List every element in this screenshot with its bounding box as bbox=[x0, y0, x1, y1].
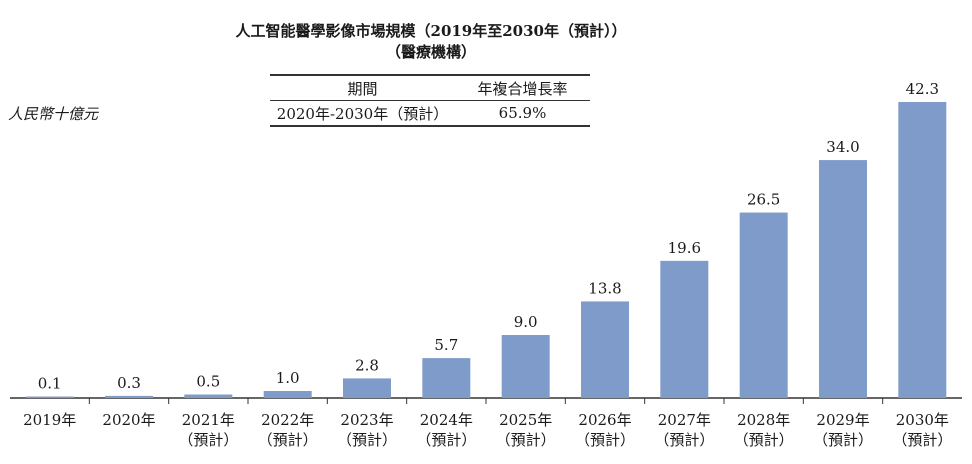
bar bbox=[263, 391, 312, 398]
bar bbox=[660, 260, 709, 398]
bar bbox=[343, 378, 391, 398]
bar-value-label: 13.8 bbox=[588, 279, 621, 297]
bar bbox=[739, 212, 788, 398]
x-tick-label: 2030年 （預計） bbox=[892, 411, 953, 449]
x-tick-label: 2024年 （預計） bbox=[416, 411, 477, 449]
bar-value-label: 34.0 bbox=[826, 138, 859, 156]
cagr-header-rate: 年複合增長率 bbox=[477, 79, 568, 98]
cagr-period-value: 2020年-2030年（預計） bbox=[276, 104, 449, 123]
x-tick-label: 2022年 （預計） bbox=[257, 411, 318, 449]
cagr-table: 期間 年複合增長率 2020年-2030年（預計） 65.9% bbox=[270, 74, 590, 127]
bar bbox=[819, 160, 867, 398]
bar-value-label: 19.6 bbox=[668, 239, 701, 257]
bar bbox=[422, 358, 471, 398]
bar-value-label: 5.7 bbox=[434, 336, 458, 354]
bar-value-label: 42.3 bbox=[906, 80, 939, 98]
bar-value-label: 2.8 bbox=[355, 356, 379, 374]
chart-title: 人工智能醫學影像市場規模（2019年至2030年（預計）） bbox=[235, 22, 627, 40]
bar-value-label: 9.0 bbox=[514, 313, 538, 331]
bar bbox=[898, 102, 947, 398]
bar bbox=[501, 335, 550, 398]
bar bbox=[184, 394, 233, 398]
cagr-table-header: 期間 年複合增長率 bbox=[270, 74, 590, 101]
bar bbox=[105, 395, 153, 398]
cagr-rate-value: 65.9% bbox=[498, 104, 547, 122]
x-tick-label: 2028年 （預計） bbox=[733, 411, 794, 449]
y-axis-unit-label: 人民幣十億元 bbox=[8, 105, 99, 123]
bar-value-label: 26.5 bbox=[747, 191, 780, 209]
x-tick-label: 2023年 （預計） bbox=[336, 411, 397, 449]
x-tick-label: 2029年 （預計） bbox=[812, 411, 873, 449]
x-tick-label: 2021年 （預計） bbox=[178, 411, 239, 449]
x-tick-label: 2019年 bbox=[23, 411, 77, 429]
x-tick-label: 2020年 bbox=[102, 411, 156, 429]
bar bbox=[581, 301, 629, 398]
chart-subtitle: （醫療機構） bbox=[385, 43, 476, 61]
cagr-header-period: 期間 bbox=[347, 79, 378, 98]
bar-value-label: 0.3 bbox=[117, 374, 141, 392]
x-tick-label: 2026年 （預計） bbox=[574, 411, 635, 449]
bar-value-label: 0.1 bbox=[38, 375, 62, 393]
cagr-table-row: 2020年-2030年（預計） 65.9% bbox=[270, 101, 590, 127]
x-tick-label: 2027年 （預計） bbox=[654, 411, 715, 449]
bar-value-label: 0.5 bbox=[196, 373, 220, 391]
bar bbox=[25, 396, 74, 398]
x-tick-label: 2025年 （預計） bbox=[495, 411, 556, 449]
bar-value-label: 1.0 bbox=[276, 369, 300, 387]
